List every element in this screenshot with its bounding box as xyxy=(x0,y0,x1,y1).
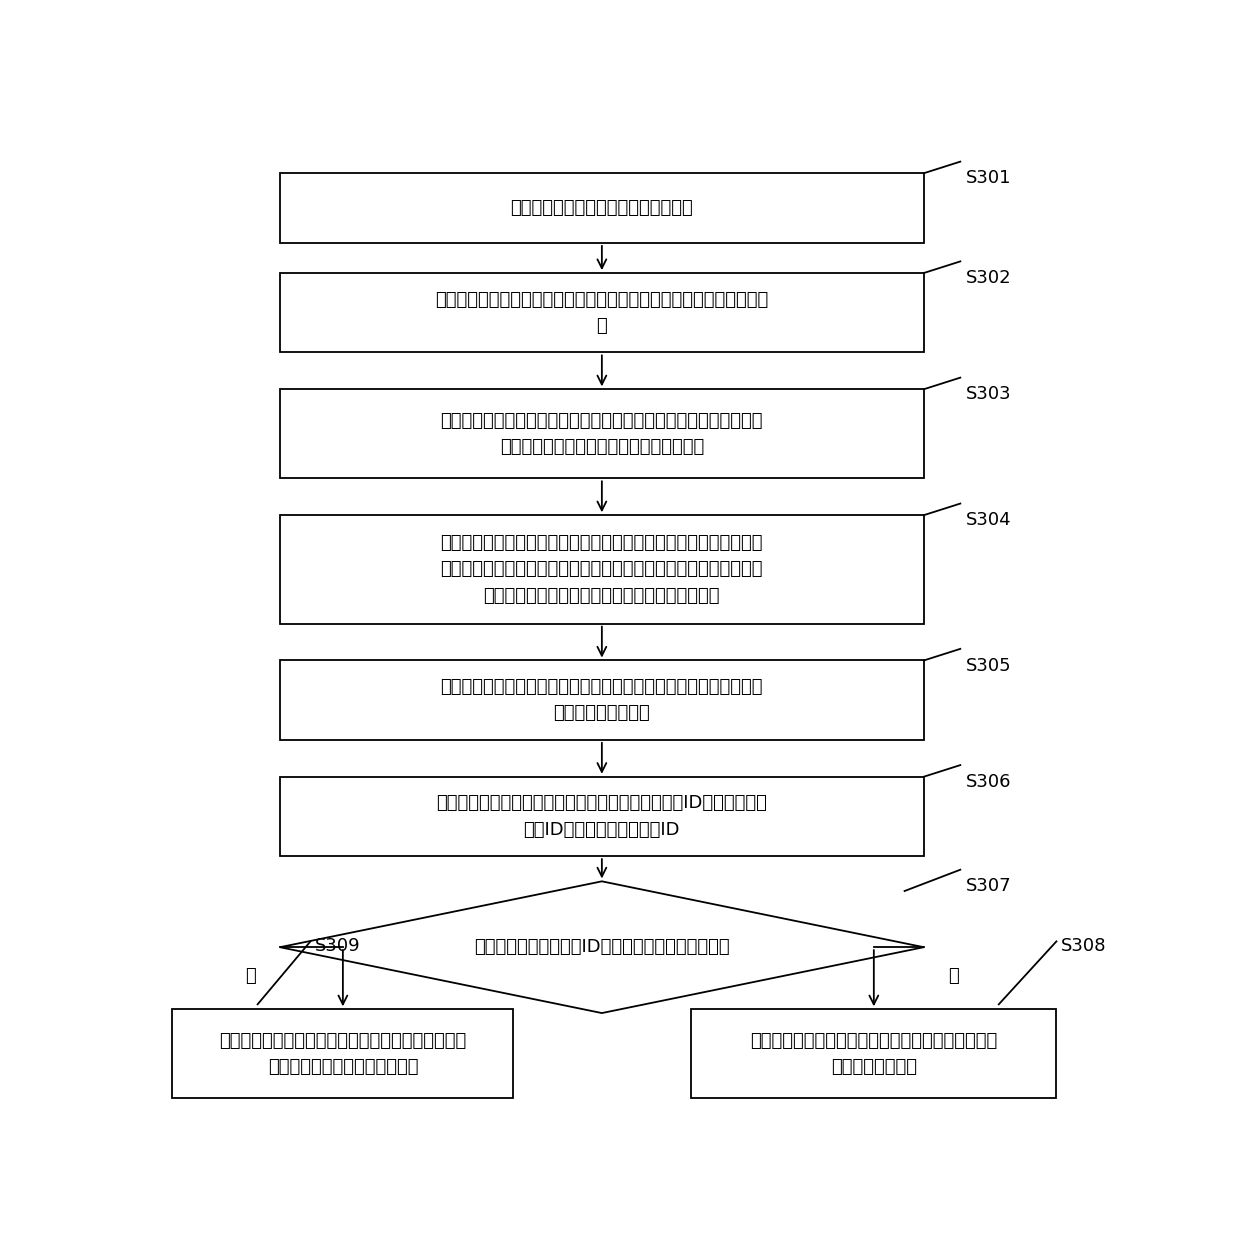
Bar xyxy=(172,1009,513,1098)
Text: 预定应用的第一预定语言组件将业务逻辑数据按照原生语言进行逻辑
转换，并将转换后的业务逻辑数据及转换后的业务逻辑数据对应的功
能函数索引通过预定传输通道发送至原生: 预定应用的第一预定语言组件将业务逻辑数据按照原生语言进行逻辑 转换，并将转换后的… xyxy=(440,535,763,605)
Text: 原生语言组件按照转换后的业务逻辑数据对应的流程依次通过功能函
数索引调用功能函数: 原生语言组件按照转换后的业务逻辑数据对应的流程依次通过功能函 数索引调用功能函数 xyxy=(440,678,763,722)
Text: 原生语言组件检测系统ID是否存在已创建的界面元素: 原生语言组件检测系统ID是否存在已创建的界面元素 xyxy=(474,938,729,956)
Text: 预定应用接收来自服务器的业务数据包: 预定应用接收来自服务器的业务数据包 xyxy=(511,199,693,218)
Text: 原生语言组件基于反射构建机制按照功能函数和配置
参数创建界面元素: 原生语言组件基于反射构建机制按照功能函数和配置 参数创建界面元素 xyxy=(750,1032,997,1076)
Text: 原生语言组件获取配置参数中的界面元素的预设唯一ID，并根据预设
唯一ID确定界面元素的系统ID: 原生语言组件获取配置参数中的界面元素的预设唯一ID，并根据预设 唯一ID确定界面… xyxy=(436,794,768,839)
Bar xyxy=(280,776,924,857)
Text: S308: S308 xyxy=(1061,936,1107,955)
Text: S307: S307 xyxy=(966,878,1012,896)
Text: 否: 否 xyxy=(947,967,959,985)
Text: 按照配置参数修改已创建的界面元素对应的界面元素
参数，以更新已创建的界面元素: 按照配置参数修改已创建的界面元素对应的界面元素 参数，以更新已创建的界面元素 xyxy=(219,1032,466,1076)
Text: S305: S305 xyxy=(966,657,1012,674)
Bar xyxy=(691,1009,1056,1098)
Text: S304: S304 xyxy=(966,511,1012,530)
Bar xyxy=(280,273,924,352)
Text: S306: S306 xyxy=(966,772,1012,791)
Text: 预定应用通过将配置文件对应的原生界面元素进行封装，生成预定解析
器: 预定应用通过将配置文件对应的原生界面元素进行封装，生成预定解析 器 xyxy=(435,291,769,335)
Text: S309: S309 xyxy=(315,936,361,955)
Text: 预定应用的原生语言组件通过预定解析器对配置文件进行解析，并将
解析得到的配置参数存储在预设存储空间中: 预定应用的原生语言组件通过预定解析器对配置文件进行解析，并将 解析得到的配置参数… xyxy=(440,411,763,455)
Bar xyxy=(280,660,924,740)
Text: 是: 是 xyxy=(246,967,255,985)
Bar xyxy=(280,516,924,624)
Text: S301: S301 xyxy=(966,170,1012,187)
Polygon shape xyxy=(280,882,924,1013)
Bar xyxy=(280,174,924,243)
Text: S303: S303 xyxy=(966,385,1012,404)
Bar xyxy=(280,389,924,478)
Text: S302: S302 xyxy=(966,269,1012,287)
